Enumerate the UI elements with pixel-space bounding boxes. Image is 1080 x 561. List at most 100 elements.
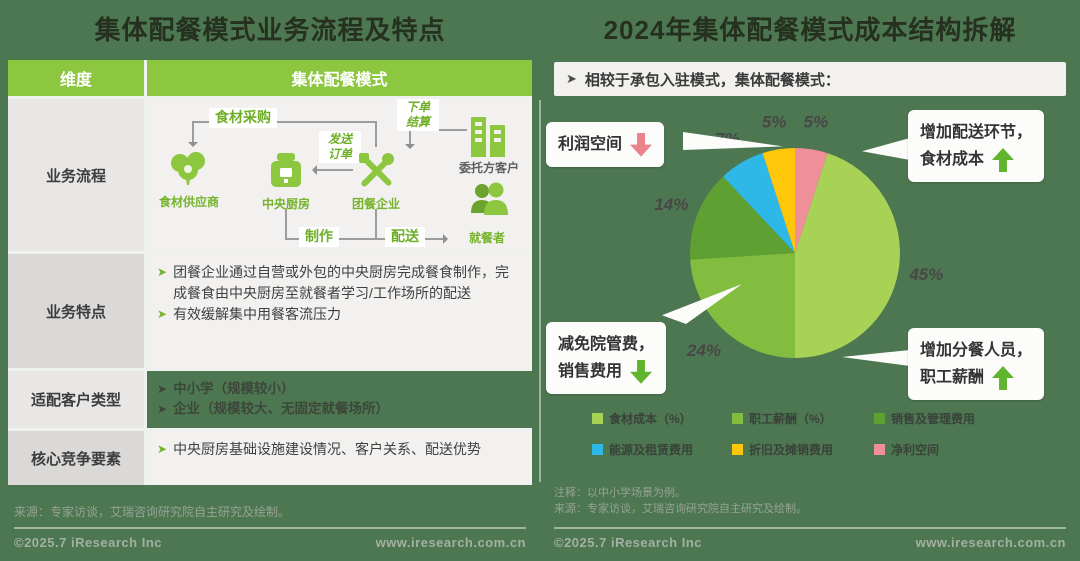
pie-legend: 食材成本（%） 职工薪酬（%） 销售及管理费用 能源及租赁费用 折旧及摊销费用 … xyxy=(592,410,1062,458)
flow-arrowhead-left xyxy=(307,165,317,175)
legend-item-food-cost: 食材成本（%） xyxy=(592,410,732,427)
cost-structure-pie-chart: 45%24%14%7%5%5% xyxy=(635,98,955,408)
legend-swatch xyxy=(874,444,885,455)
copyright-text: ©2025.7 iResearch Inc xyxy=(554,535,702,550)
pie-slice-1 xyxy=(690,253,795,358)
flow-connector xyxy=(375,209,377,239)
callout-text: 食材成本 xyxy=(920,151,985,169)
flow-node-diner: 就餐者 xyxy=(468,231,505,245)
flow-arrowhead-down xyxy=(188,142,198,152)
competitive-text: 中央厨房基础设施建设情况、客户关系、配送优势 xyxy=(173,441,482,457)
up-arrow-icon xyxy=(992,366,1014,390)
right-footer: ©2025.7 iResearch Inc www.iresearch.com.… xyxy=(554,527,1066,550)
legend-swatch xyxy=(592,444,603,455)
legend-label: 折旧及摊销费用 xyxy=(749,443,834,457)
bullet-icon: ➤ xyxy=(157,402,168,417)
legend-label: 食材成本（%） xyxy=(609,412,692,426)
business-process-flow: 食材采购 下单结算 发送订单 制作 配送 xyxy=(147,99,532,251)
bullet-icon: ➤ xyxy=(566,70,577,86)
callout-staff-salary: 增加分餐人员， 职工薪酬 xyxy=(908,328,1045,401)
legend-swatch xyxy=(592,413,603,424)
flow-edge-procure: 食材采购 xyxy=(209,108,277,128)
legend-item-sales-admin: 销售及管理费用 xyxy=(874,410,1062,427)
pie-percent-label-0: 45% xyxy=(908,265,943,284)
pie-slice-5 xyxy=(795,148,828,253)
bullet-icon: ➤ xyxy=(157,307,168,321)
flow-edge-send: 发送订单 xyxy=(319,131,361,163)
business-features-cell: ➤ 团餐企业通过自营或外包的中央厨房完成餐食制作，完成餐食由中央厨房至就餐者学习… xyxy=(147,254,532,368)
flow-node-supplier: 食材供应商 xyxy=(158,195,219,209)
row-label-customer-types: 适配客户类型 xyxy=(8,371,144,428)
flow-connector xyxy=(285,238,443,240)
footer-divider xyxy=(554,527,1066,529)
subtitle-text: 相较于承包入驻模式，集体配餐模式： xyxy=(584,71,840,89)
callout-text: 增加配送环节， xyxy=(920,124,1033,141)
feature-text: 团餐企业通过自营或外包的中央厨房完成餐食制作，完成餐食由中央厨房至就餐者学习/工… xyxy=(173,264,510,301)
callout-food-cost: 增加配送环节， 食材成本 xyxy=(908,110,1045,183)
pie-svg: 45%24%14%7%5%5% xyxy=(654,113,943,360)
vegetables-icon xyxy=(171,152,205,185)
bullet-icon: ➤ xyxy=(157,265,168,279)
pie-percent-label-2: 14% xyxy=(654,195,688,214)
competitive-elements-cell: ➤ 中央厨房基础设施建设情况、客户关系、配送优势 xyxy=(147,431,532,485)
pie-percent-label-5: 5% xyxy=(804,113,829,132)
customer-item: ➤ 中小学（规模较小） xyxy=(157,379,522,399)
website-link[interactable]: www.iresearch.com.cn xyxy=(375,535,526,550)
footer-divider xyxy=(14,527,526,529)
chart-notes: 注释：以中小学场景为例。 来源：专家访谈，艾瑞咨询研究院自主研究及绘制。 xyxy=(554,486,807,518)
row-label-business-process: 业务流程 xyxy=(8,99,144,251)
flow-connector xyxy=(193,121,377,123)
flow-edge-deliver: 配送 xyxy=(385,227,425,247)
process-table: 维度 集体配餐模式 业务流程 食材采购 下 xyxy=(8,60,532,485)
panel-divider xyxy=(539,100,541,482)
feature-text: 有效缓解集中用餐客流压力 xyxy=(173,306,342,322)
left-page-title: 集体配餐模式业务流程及特点 xyxy=(94,15,446,45)
flow-connector xyxy=(409,129,411,145)
note-line: 注释：以中小学场景为例。 xyxy=(554,487,686,499)
legend-label: 能源及租赁费用 xyxy=(609,443,694,457)
flow-arrowhead-down xyxy=(405,144,415,154)
down-arrow-icon xyxy=(630,132,653,157)
pie-percent-label-4: 5% xyxy=(762,113,787,132)
left-footer: ©2025.7 iResearch Inc www.iresearch.com.… xyxy=(14,527,526,550)
flow-arrowhead-right xyxy=(443,234,453,244)
flow-edge-order: 下单结算 xyxy=(397,99,439,131)
table-header-dimension: 维度 xyxy=(8,60,144,96)
callout-sales-expense: 减免院管费， 销售费用 xyxy=(546,322,667,395)
pie-slice-0 xyxy=(795,153,900,358)
down-arrow-icon xyxy=(630,359,653,384)
left-source-note: 来源：专家访谈，艾瑞咨询研究院自主研究及绘制。 xyxy=(14,505,291,519)
legend-swatch xyxy=(874,413,885,424)
flow-connector xyxy=(192,121,194,143)
feature-item: ➤ 有效缓解集中用餐客流压力 xyxy=(157,304,522,325)
flow-connector xyxy=(375,121,377,147)
customer-item: ➤ 企业（规模较大、无固定就餐场所） xyxy=(157,399,522,419)
pie-slice-3 xyxy=(723,153,795,253)
legend-label: 净利空间 xyxy=(891,443,940,457)
comparison-subtitle: ➤ 相较于承包入驻模式，集体配餐模式： xyxy=(554,62,1066,96)
flow-connector xyxy=(317,169,353,171)
left-panel: 集体配餐模式业务流程及特点 维度 集体配餐模式 业务流程 xyxy=(8,15,532,550)
pie-slice-4 xyxy=(762,148,795,253)
callout-text: 利润空间 xyxy=(558,136,623,153)
callout-text: 销售费用 xyxy=(558,363,623,381)
pie-percent-label-1: 24% xyxy=(686,341,721,360)
legend-item-net-profit: 净利空间 xyxy=(874,441,1062,458)
fork-knife-icon xyxy=(359,153,394,187)
flow-connector xyxy=(285,209,287,239)
row-label-business-features: 业务特点 xyxy=(8,254,144,368)
callout-text: 增加分餐人员， xyxy=(920,342,1033,359)
legend-label: 职工薪酬（%） xyxy=(749,412,832,426)
competitive-item: ➤ 中央厨房基础设施建设情况、客户关系、配送优势 xyxy=(157,439,522,460)
table-header-model: 集体配餐模式 xyxy=(147,60,532,96)
customer-types-cell: ➤ 中小学（规模较小） ➤ 企业（规模较大、无固定就餐场所） xyxy=(147,371,532,428)
website-link[interactable]: www.iresearch.com.cn xyxy=(915,535,1066,550)
flow-node-caterer: 团餐企业 xyxy=(351,197,400,211)
right-panel: 2024年集体配餐模式成本结构拆解 ➤ 相较于承包入驻模式，集体配餐模式： 45… xyxy=(540,0,1080,561)
pie-slice-2 xyxy=(690,176,795,260)
customer-text: 中小学（规模较小） xyxy=(173,381,295,396)
row-label-competitive-elements: 核心竞争要素 xyxy=(8,431,144,485)
diners-people-icon xyxy=(471,182,508,215)
callout-text: 职工薪酬 xyxy=(920,369,985,387)
feature-item: ➤ 团餐企业通过自营或外包的中央厨房完成餐食制作，完成餐食由中央厨房至就餐者学习… xyxy=(157,262,522,304)
